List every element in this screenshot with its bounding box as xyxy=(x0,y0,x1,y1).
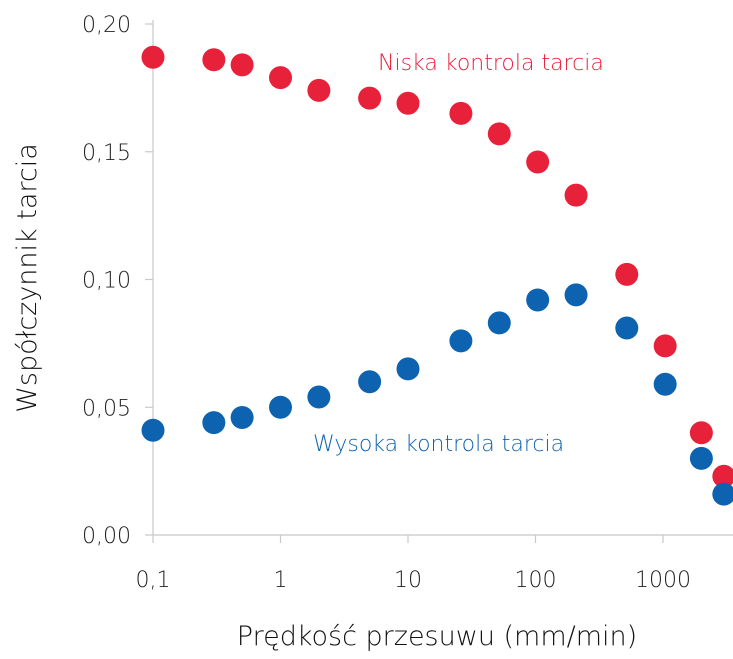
data-point xyxy=(615,316,639,340)
y-tick-label: 0,00 xyxy=(82,524,131,549)
series-0-points xyxy=(141,45,733,488)
series-label: Niska kontrola tarcia xyxy=(378,51,604,76)
y-tick-label: 0,10 xyxy=(82,269,131,294)
y-tick-label: 0,15 xyxy=(82,141,131,166)
data-point xyxy=(269,66,292,90)
data-point xyxy=(689,446,713,470)
data-point xyxy=(487,122,511,146)
x-axis-label: Prędkość przesuwu (mm/min) xyxy=(237,621,637,652)
data-point xyxy=(202,48,226,72)
data-point xyxy=(487,311,511,335)
data-point xyxy=(526,288,550,312)
x-tick-label: 1 xyxy=(274,568,288,593)
y-tick-label: 0,05 xyxy=(82,396,131,421)
data-point xyxy=(141,45,165,69)
data-point xyxy=(712,464,733,488)
data-point xyxy=(269,395,292,419)
data-point xyxy=(615,262,639,286)
data-point xyxy=(358,86,382,110)
x-tick-label: 100 xyxy=(515,568,557,593)
data-point xyxy=(449,101,473,125)
data-point xyxy=(564,283,588,307)
series-label: Wysoka kontrola tarcia xyxy=(313,432,564,457)
x-tick-label: 1000 xyxy=(635,568,691,593)
chart-labels: 0,00 0,05 0,10 0,15 0,20 0,1 1 10 100 1000 Prędkoś… xyxy=(12,13,691,652)
series-1-points xyxy=(141,283,733,506)
data-point xyxy=(358,370,382,394)
data-point xyxy=(653,334,677,358)
data-point xyxy=(526,150,550,174)
data-point xyxy=(141,418,165,442)
chart-axes xyxy=(145,20,733,543)
data-point xyxy=(653,372,677,396)
data-point xyxy=(307,78,331,102)
data-point xyxy=(396,357,420,381)
x-tick-label: 0,1 xyxy=(136,568,171,593)
y-tick-label: 0,20 xyxy=(82,13,131,38)
x-tick-label: 10 xyxy=(394,568,422,593)
data-point xyxy=(202,411,226,435)
data-point xyxy=(689,421,713,445)
data-point xyxy=(449,329,473,353)
data-point xyxy=(230,53,254,77)
data-point xyxy=(230,405,254,429)
data-point xyxy=(712,482,733,506)
data-point xyxy=(396,91,420,115)
chart-marks xyxy=(141,45,733,506)
data-point xyxy=(307,385,331,409)
data-point xyxy=(564,183,588,207)
y-axis-label: Współczynnik tarcia xyxy=(12,143,43,413)
